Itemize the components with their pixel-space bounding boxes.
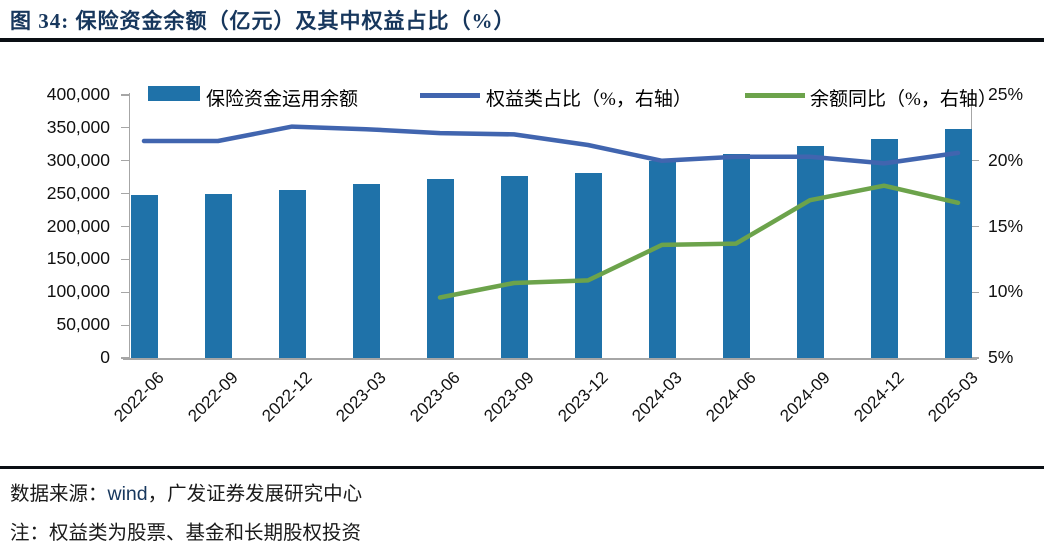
y-axis-right-tick <box>971 225 979 228</box>
balance-bar <box>352 184 380 358</box>
y-axis-left-tick-label: 250,000 <box>46 182 110 203</box>
balance-bar <box>944 128 972 358</box>
y-axis-left-tick-label: 100,000 <box>46 281 110 302</box>
y-axis-right-tick-label: 15% <box>988 215 1024 236</box>
data-source-wind: wind <box>107 483 148 505</box>
y-axis-left-tick <box>121 127 129 129</box>
y-axis-right-tick-label: 20% <box>988 149 1024 170</box>
balance-bar <box>130 194 158 358</box>
equity-ratio-line <box>141 124 961 166</box>
y-axis-left-tick <box>121 193 129 195</box>
y-axis-left-tick <box>121 94 129 96</box>
y-axis-left-tick <box>121 258 129 260</box>
y-axis-left-tick-label: 350,000 <box>46 116 110 137</box>
x-axis-tick-label: 2022-06 <box>109 368 168 426</box>
legend-label: 权益类占比（%，右轴） <box>486 89 692 110</box>
x-axis-tick-label: 2023-12 <box>553 368 612 426</box>
footer-divider <box>0 466 1044 469</box>
legend-line-swatch <box>420 93 480 98</box>
x-axis-tick-label: 2022-12 <box>257 368 316 426</box>
chart-area: 400,000 350,000 300,000 250,000 200,000 150,0… <box>0 60 1044 465</box>
y-axis-right-tick <box>971 160 979 162</box>
y-axis-right-tick <box>971 357 979 359</box>
balance-bar <box>722 153 750 358</box>
balance-bar <box>204 194 232 358</box>
balance-bar <box>500 175 528 358</box>
y-axis-left-tick-label: 400,000 <box>46 84 110 104</box>
y-axis-left-tick-label: 50,000 <box>56 314 110 335</box>
y-axis-left-tick-label: 200,000 <box>46 215 110 236</box>
x-axis-tick-label: 2024-12 <box>849 368 908 426</box>
x-axis-tick-label: 2024-09 <box>775 368 834 426</box>
y-axis-left-tick-label: 150,000 <box>46 248 110 269</box>
y-axis-left-tick-label: 0 <box>100 347 110 367</box>
y-axis-right-tick-label: 25% <box>988 84 1024 104</box>
y-axis-left-tick-label: 300,000 <box>46 149 110 170</box>
legend-label: 保险资金运用余额 <box>206 89 359 110</box>
y-axis-right-tick-label: 5% <box>988 347 1014 367</box>
data-source-line: 数据来源：wind，广发证券发展研究中心 <box>10 477 362 506</box>
title-divider <box>0 38 1044 42</box>
balance-bar <box>796 146 824 358</box>
x-axis-tick-label: 2025-03 <box>923 368 982 426</box>
x-axis-tick-label: 2022-09 <box>183 368 242 426</box>
balance-bar <box>648 160 676 358</box>
balance-bar <box>870 139 898 358</box>
x-axis-tick-label: 2023-03 <box>331 368 390 426</box>
y-axis-right-tick <box>971 291 979 293</box>
y-axis-left <box>129 93 131 358</box>
x-axis-tick-label: 2024-03 <box>627 368 686 426</box>
y-axis-right <box>971 93 973 358</box>
y-axis-left-tick <box>121 291 129 293</box>
legend-line-swatch <box>745 93 805 98</box>
data-source-prefix: 数据来源： <box>10 484 108 505</box>
y-axis-left-tick <box>121 357 129 359</box>
y-axis-left-tick <box>121 225 129 228</box>
x-axis-tick-label: 2023-09 <box>479 368 538 426</box>
legend-bar-swatch <box>148 86 200 101</box>
x-axis <box>123 358 977 360</box>
x-axis-tick-label: 2024-06 <box>701 368 760 426</box>
y-axis-right-tick-label: 10% <box>988 281 1024 302</box>
legend-label: 余额同比（%，右轴） <box>810 89 997 110</box>
balance-bar <box>574 172 602 358</box>
y-axis-left-tick <box>121 160 129 162</box>
y-axis-left-tick <box>121 324 129 326</box>
data-source-suffix: ，广发证券发展研究中心 <box>147 484 363 505</box>
figure-note: 注：权益类为股票、基金和长期股权投资 <box>10 523 362 544</box>
figure-title: 图 34: 保险资金余额（亿元）及其中权益占比（%） <box>10 9 516 33</box>
balance-bar <box>426 178 454 358</box>
balance-bar <box>278 190 306 358</box>
x-axis-tick-label: 2023-06 <box>405 368 464 426</box>
